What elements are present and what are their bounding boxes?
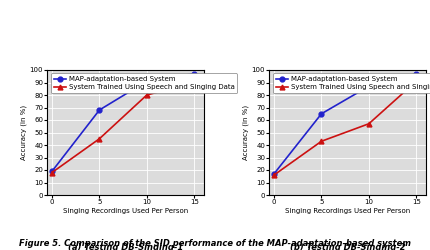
System Trained Using Speech and Singing Data xyxy=(97,137,102,140)
Line: System Trained Using Speech and Singing Data: System Trained Using Speech and Singing … xyxy=(272,79,419,178)
MAP-adaptation-based System xyxy=(49,170,55,173)
System Trained Using Speech and Singing Data xyxy=(319,140,324,143)
System Trained Using Speech and Singing Data xyxy=(192,81,197,84)
Line: MAP-adaptation-based System: MAP-adaptation-based System xyxy=(272,71,419,176)
MAP-adaptation-based System xyxy=(366,85,372,88)
Text: (b) Testing DB-Singing-2: (b) Testing DB-Singing-2 xyxy=(290,242,405,250)
System Trained Using Speech and Singing Data xyxy=(271,174,276,176)
MAP-adaptation-based System xyxy=(144,80,149,83)
MAP-adaptation-based System xyxy=(319,112,324,115)
Text: Figure 5. Comparison of the SID performance of the MAP-adaptation-based system: Figure 5. Comparison of the SID performa… xyxy=(19,238,411,248)
System Trained Using Speech and Singing Data xyxy=(49,171,55,174)
X-axis label: Singing Recordings Used Per Person: Singing Recordings Used Per Person xyxy=(63,208,188,214)
System Trained Using Speech and Singing Data xyxy=(366,122,372,125)
MAP-adaptation-based System xyxy=(192,72,197,75)
Legend: MAP-adaptation-based System, System Trained Using Speech and Singing Data: MAP-adaptation-based System, System Trai… xyxy=(51,74,237,93)
MAP-adaptation-based System xyxy=(97,108,102,112)
MAP-adaptation-based System xyxy=(414,72,419,75)
Text: (a) Testing DB-Singing-1: (a) Testing DB-Singing-1 xyxy=(68,242,183,250)
System Trained Using Speech and Singing Data xyxy=(414,80,419,83)
Y-axis label: Accuracy (in %): Accuracy (in %) xyxy=(243,105,249,160)
System Trained Using Speech and Singing Data xyxy=(144,94,149,96)
Line: System Trained Using Speech and Singing Data: System Trained Using Speech and Singing … xyxy=(49,80,197,175)
X-axis label: Singing Recordings Used Per Person: Singing Recordings Used Per Person xyxy=(285,208,410,214)
MAP-adaptation-based System xyxy=(271,172,276,175)
Line: MAP-adaptation-based System: MAP-adaptation-based System xyxy=(49,71,197,174)
Legend: MAP-adaptation-based System, System Trained Using Speech and Singing Data: MAP-adaptation-based System, System Trai… xyxy=(273,74,430,93)
Y-axis label: Accuracy (in %): Accuracy (in %) xyxy=(20,105,27,160)
